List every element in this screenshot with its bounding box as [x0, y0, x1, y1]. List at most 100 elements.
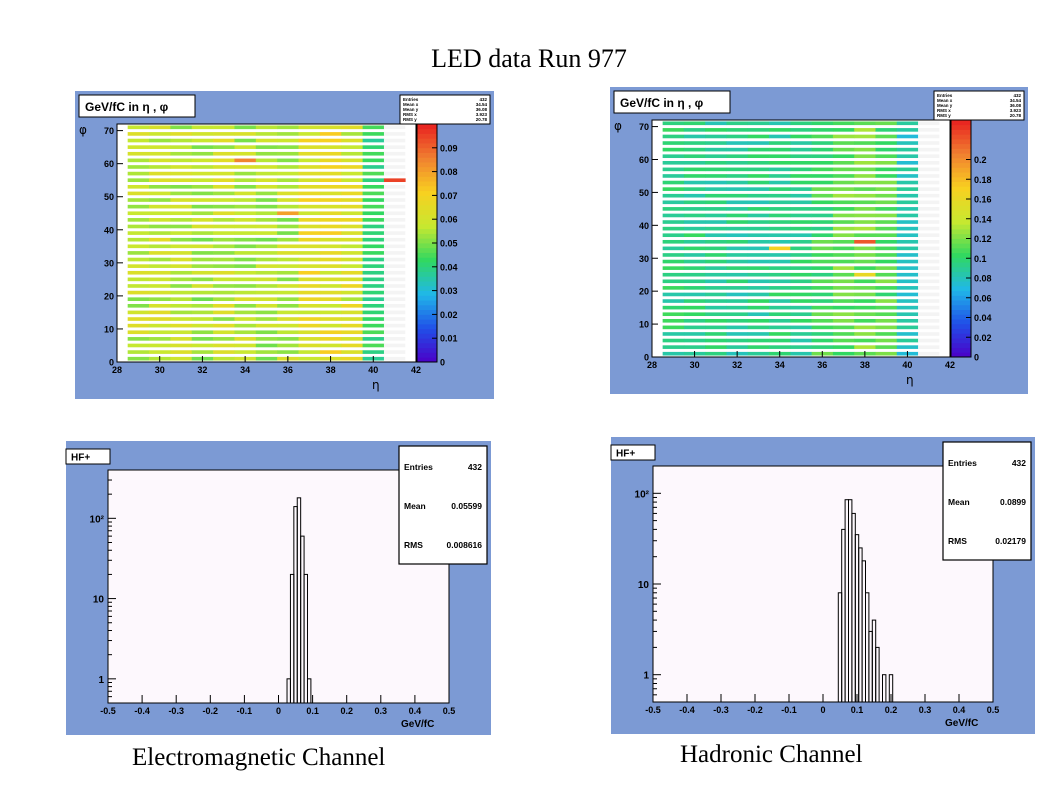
stats-value: 0.0899 [1000, 497, 1026, 507]
color-scale-band [417, 233, 437, 239]
heatmap-cell [854, 220, 876, 224]
heatmap-cell [747, 193, 770, 198]
em-eta-phi-map: 28 30 32 34 36 38 40 42 0 10 20 30 40 50 60 70 η φ GeV/fC … [75, 91, 494, 399]
heatmap-cell [811, 305, 834, 310]
color-scale-band [951, 285, 971, 292]
heatmap-cell [769, 220, 791, 224]
heatmap-cell [875, 338, 898, 343]
heatmap-cell [127, 323, 150, 328]
x-tick-label: -0.5 [645, 705, 661, 715]
heatmap-cell [832, 338, 855, 343]
heatmap-cell [683, 345, 706, 349]
x-tick-label: 0.3 [919, 705, 932, 715]
heatmap-cell [234, 125, 257, 130]
heatmap-cell [298, 264, 321, 268]
heatmap-cell [769, 325, 791, 330]
heatmap-cell [854, 279, 876, 284]
color-scale-band [951, 167, 971, 173]
heatmap-cell [277, 350, 299, 354]
heatmap-cell [683, 207, 706, 211]
heatmap-cell [811, 332, 834, 336]
heatmap-cell [854, 312, 876, 317]
stats-box [942, 441, 1032, 561]
heatmap-cell [790, 292, 812, 297]
heatmap-cell [170, 264, 193, 268]
heatmap-cell [854, 160, 876, 165]
heatmap-cell [662, 174, 685, 178]
z-tick-label: 0.16 [974, 195, 992, 205]
heatmap-cell [234, 303, 257, 308]
heatmap-cell [854, 253, 876, 257]
heatmap-cell [918, 253, 940, 257]
heatmap-cell [662, 351, 685, 356]
heatmap-cell [149, 323, 171, 328]
heatmap-cell [191, 218, 214, 222]
heatmap-cell [234, 244, 257, 249]
heatmap-cell [875, 259, 898, 264]
title-box [65, 448, 111, 465]
heatmap-cell [341, 231, 363, 235]
heatmap-cell [383, 198, 406, 202]
heatmap-cell [277, 198, 299, 202]
heatmap-cell [341, 330, 363, 335]
heatmap-cell [726, 318, 749, 323]
heatmap-cell [362, 198, 385, 202]
heatmap-cell [277, 303, 299, 308]
heatmap-cell [662, 226, 685, 231]
heatmap-cell [362, 350, 385, 354]
heatmap-cell [662, 279, 685, 284]
heatmap-cell [277, 224, 299, 229]
heatmap-cell [255, 237, 278, 242]
color-scale-band [417, 352, 437, 358]
heatmap-cell [662, 286, 685, 290]
heatmap-cell [149, 257, 171, 262]
color-scale-band [951, 247, 971, 254]
heatmap-cell [832, 292, 855, 297]
heatmap-cell [362, 165, 385, 169]
heatmap-cell [341, 145, 363, 149]
heatmap-cell [127, 158, 150, 163]
heatmap-cell [683, 312, 706, 317]
heatmap-cell [383, 125, 406, 130]
heatmap-cell [726, 338, 749, 343]
heatmap-cell [298, 284, 321, 288]
heatmap-cell [705, 154, 727, 159]
heatmap-cell [790, 141, 812, 145]
y-tick-label: 40 [104, 225, 114, 235]
heatmap-cell [811, 121, 834, 126]
heatmap-cell [790, 272, 812, 277]
heatmap-cell [747, 121, 770, 126]
heatmap-cell [341, 138, 363, 143]
heatmap-cell [705, 141, 727, 145]
title-box [610, 444, 656, 461]
heatmap-cell [319, 165, 342, 169]
y-tick-label: 0 [109, 358, 114, 368]
heatmap-cell [918, 272, 940, 277]
heatmap-cell [918, 174, 940, 178]
heatmap-cell [832, 351, 855, 356]
heatmap-cell [683, 305, 706, 310]
heatmap-cell [127, 343, 150, 348]
heatmap-cell [170, 211, 193, 216]
heatmap-cell [277, 191, 299, 196]
heatmap-cell [298, 297, 321, 302]
heatmap-cell [127, 132, 150, 136]
y-tick-label: 10² [635, 489, 650, 500]
heatmap-cell [662, 253, 685, 257]
heatmap-cell [149, 158, 171, 163]
heatmap-cell [726, 279, 749, 284]
heatmap-cell [362, 310, 385, 315]
heatmap-cell [683, 141, 706, 145]
color-scale-band [417, 143, 437, 149]
stats-label: Entries [403, 97, 419, 102]
heatmap-cell [319, 257, 342, 262]
heatmap-cell [747, 312, 770, 317]
heatmap-cell [790, 299, 812, 303]
heatmap-cell [362, 218, 385, 222]
stats-label: Mean [404, 501, 426, 511]
z-tick-label: 0.02 [440, 310, 458, 320]
heatmap-cell [832, 128, 855, 132]
heatmap-cell [234, 284, 257, 288]
heatmap-cell [255, 323, 278, 328]
heatmap-cell [769, 167, 791, 172]
